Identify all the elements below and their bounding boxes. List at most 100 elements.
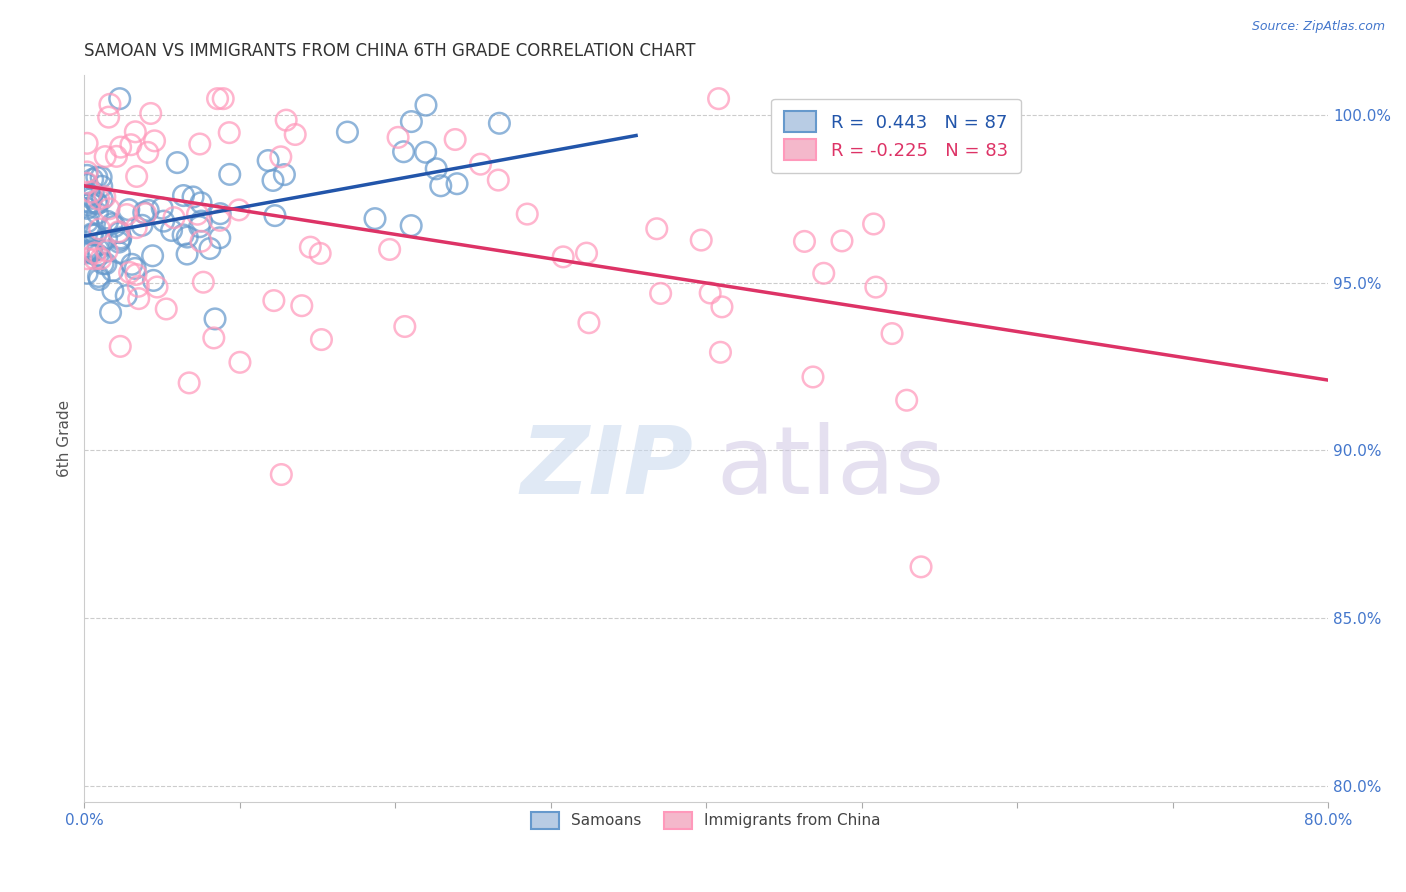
Point (76, 266, 98, 280)
Point (87, 248, 110, 262)
Point (299, 240, 322, 254)
Point (264, 209, 287, 223)
Point (76, 169, 98, 183)
Point (79, 188, 101, 202)
Point (150, 201, 173, 215)
Point (100, 305, 122, 319)
Point (176, 247, 198, 261)
Point (142, 273, 165, 287)
Point (110, 233, 132, 247)
Point (98, 202, 121, 216)
Point (76, 197, 98, 211)
Point (218, 126, 240, 140)
Point (101, 217, 124, 231)
Point (94, 190, 117, 204)
Point (96, 231, 118, 245)
Point (90, 170, 112, 185)
Point (880, 326, 903, 341)
Point (415, 145, 437, 160)
Point (862, 217, 884, 231)
Point (910, 559, 932, 574)
Point (429, 178, 451, 193)
Point (831, 234, 853, 248)
Point (188, 136, 211, 151)
Point (488, 116, 510, 130)
Point (516, 207, 538, 221)
Point (118, 265, 141, 279)
Point (91, 257, 114, 271)
Point (336, 125, 359, 139)
Point (77, 219, 100, 234)
Point (190, 214, 212, 228)
Point (707, 92, 730, 106)
Point (97, 110, 120, 124)
Point (94, 257, 117, 271)
Point (190, 235, 212, 249)
Point (155, 301, 177, 316)
Point (190, 195, 212, 210)
Point (86, 206, 108, 220)
Point (270, 467, 292, 482)
Point (394, 319, 416, 334)
Point (90, 179, 112, 194)
Point (90, 252, 112, 266)
Point (163, 211, 186, 225)
Point (896, 393, 918, 408)
Legend: Samoans, Immigrants from China: Samoans, Immigrants from China (526, 805, 887, 835)
Point (276, 113, 298, 128)
Point (132, 205, 155, 219)
Point (82, 227, 104, 242)
Point (97, 214, 120, 228)
Point (378, 243, 401, 257)
Point (425, 161, 447, 176)
Point (115, 208, 138, 222)
Point (793, 235, 815, 249)
Point (76, 252, 98, 266)
Point (176, 230, 198, 244)
Point (84, 227, 107, 242)
Point (86, 170, 108, 185)
Point (446, 177, 468, 191)
Point (80, 243, 103, 257)
Point (96, 244, 118, 258)
Point (89, 272, 111, 286)
Point (84, 195, 107, 210)
Point (172, 227, 194, 242)
Point (76, 165, 98, 179)
Point (108, 226, 131, 240)
Point (125, 169, 148, 184)
Point (87, 269, 110, 284)
Point (125, 268, 148, 282)
Point (399, 219, 422, 233)
Point (146, 280, 169, 294)
Point (110, 339, 132, 353)
Point (115, 288, 138, 302)
Point (193, 275, 215, 289)
Point (311, 333, 333, 347)
Point (813, 266, 835, 280)
Point (710, 300, 733, 314)
Point (553, 250, 575, 264)
Point (83, 252, 105, 266)
Point (86, 196, 108, 211)
Point (127, 279, 149, 293)
Point (273, 168, 295, 182)
Point (76, 176, 98, 190)
Point (98, 97, 121, 112)
Point (699, 285, 721, 300)
Point (76, 136, 98, 151)
Point (121, 257, 143, 271)
Text: ZIP: ZIP (520, 422, 693, 514)
Point (188, 219, 211, 234)
Point (186, 207, 208, 221)
Point (82, 172, 104, 186)
Point (77, 240, 100, 254)
Point (136, 145, 159, 160)
Point (444, 132, 467, 146)
Point (142, 249, 165, 263)
Point (76, 215, 98, 229)
Point (486, 173, 509, 187)
Point (108, 245, 131, 260)
Point (91, 192, 114, 206)
Point (204, 312, 226, 326)
